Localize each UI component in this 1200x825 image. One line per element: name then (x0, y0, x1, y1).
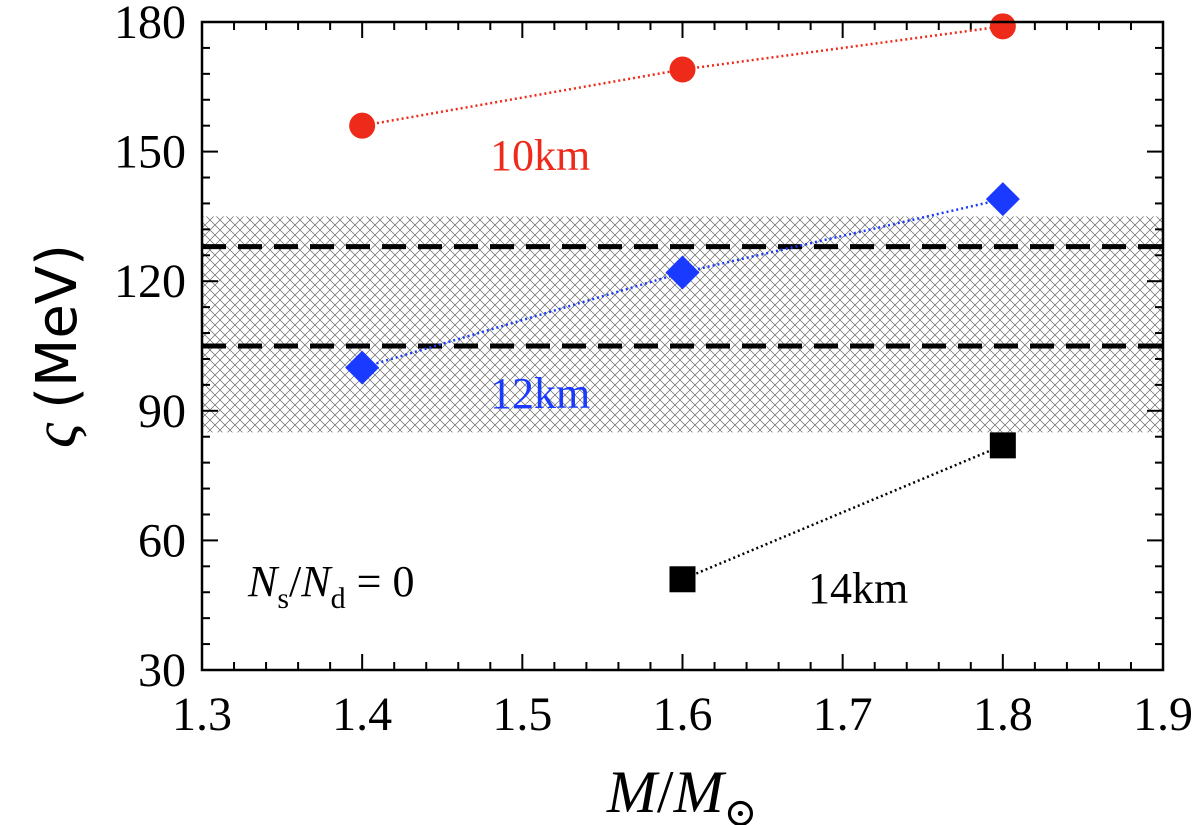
uncertainty-band (202, 216, 1163, 433)
y-tick-label: 30 (138, 644, 186, 697)
y-axis-title: ς(MeV) (22, 244, 90, 448)
series-line-14km (682, 444, 1004, 581)
data-point-10km (669, 56, 696, 83)
data-point-12km (665, 255, 700, 290)
x-tick-label: 1.9 (1133, 688, 1193, 741)
x-tick-label: 1.8 (973, 688, 1033, 741)
series-label-14km: 14km (808, 564, 908, 613)
data-point-10km (349, 112, 376, 139)
data-point-10km (989, 13, 1016, 40)
series-label-10km: 10km (490, 131, 590, 180)
data-point-14km (989, 432, 1016, 459)
y-tick-label: 90 (138, 385, 186, 438)
annotation: Ns/Nd = 0 (247, 557, 414, 615)
data-point-14km (669, 566, 696, 593)
x-axis-title: M/M⊙ (606, 759, 757, 825)
y-tick-label: 150 (114, 126, 186, 179)
data-point-12km (985, 182, 1020, 217)
y-tick-label: 180 (114, 0, 186, 49)
series-line-12km (361, 197, 1004, 369)
y-tick-label: 120 (114, 255, 186, 308)
x-tick-label: 1.4 (332, 688, 392, 741)
series-label-12km: 12km (490, 369, 590, 418)
x-tick-label: 1.6 (653, 688, 713, 741)
data-point-12km (345, 350, 380, 385)
plot-frame (200, 20, 1165, 672)
y-tick-label: 60 (138, 514, 186, 567)
x-tick-label: 1.3 (172, 688, 232, 741)
x-tick-label: 1.5 (492, 688, 552, 741)
x-tick-label: 1.7 (813, 688, 873, 741)
